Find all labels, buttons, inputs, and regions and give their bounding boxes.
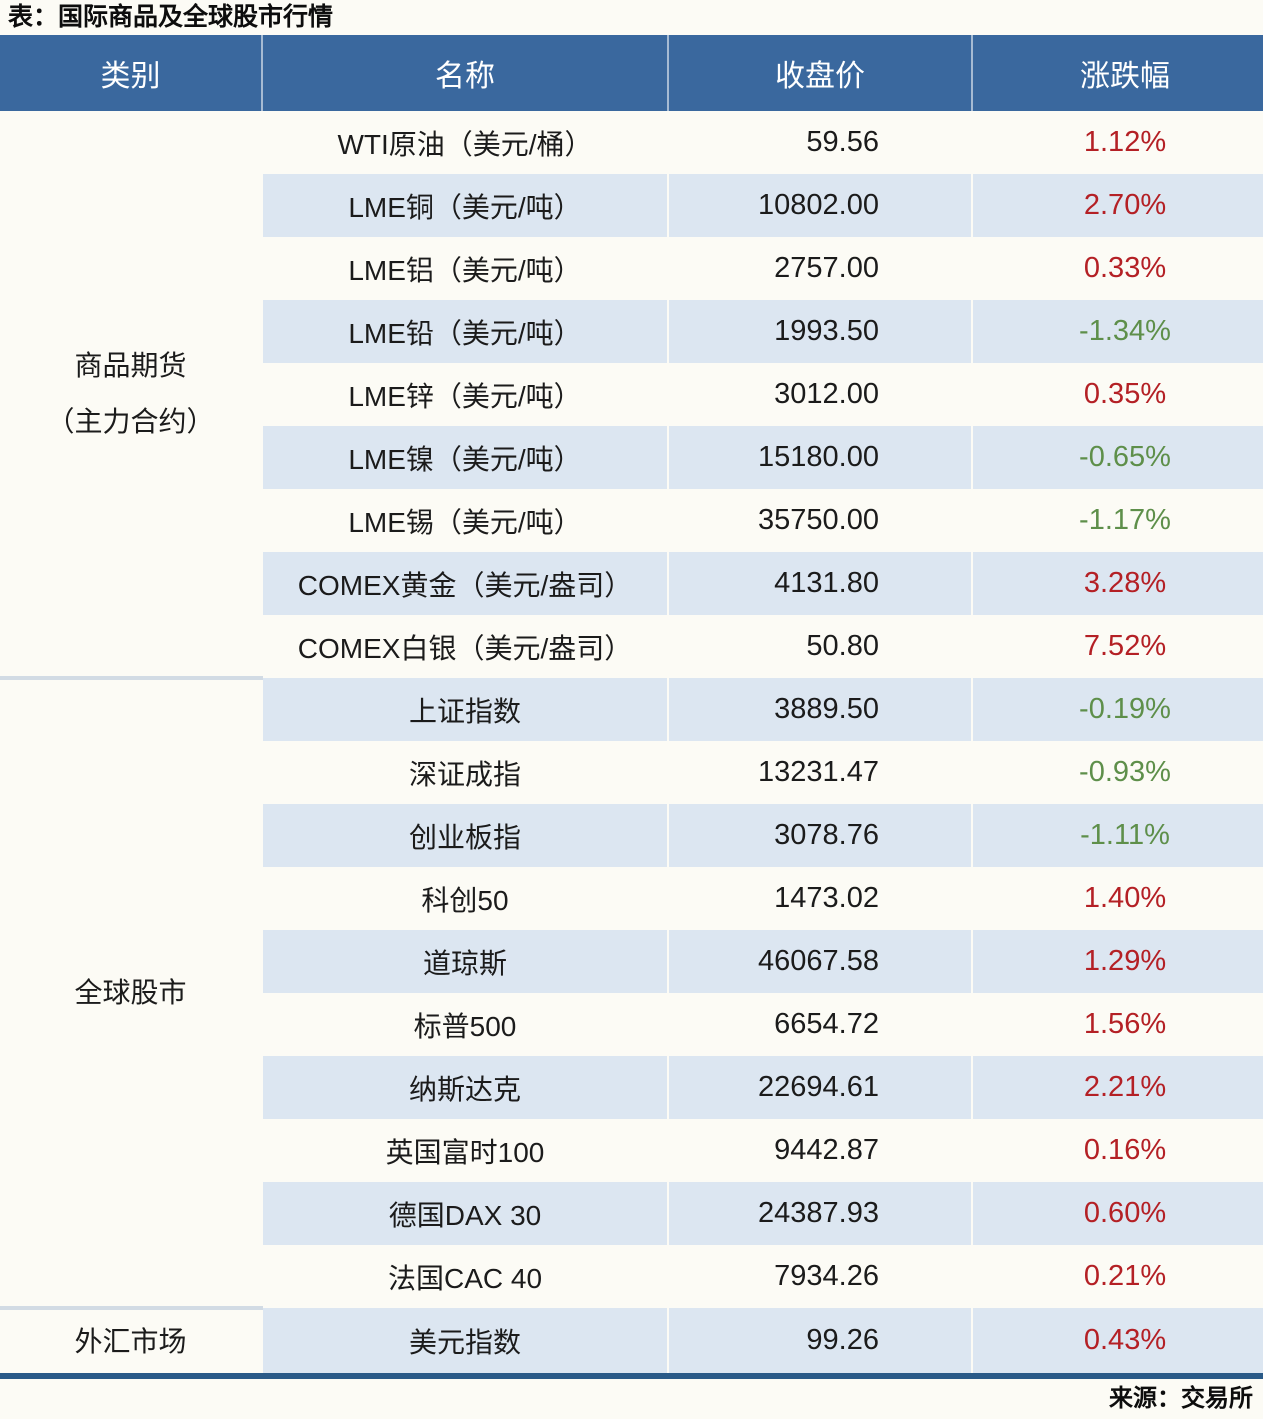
close-price: 24387.93 xyxy=(667,1182,972,1245)
change-percent: 1.12% xyxy=(971,111,1263,174)
change-percent: 0.43% xyxy=(971,1308,1263,1376)
table-row: LME镍（美元/吨） 15180.00 -0.65% xyxy=(0,426,1263,489)
page-title: 表：国际商品及全球股市行情 xyxy=(8,3,334,31)
instrument-name: 法国CAC 40 xyxy=(261,1245,668,1308)
table-row: 道琼斯 46067.58 1.29% xyxy=(0,930,1263,993)
instrument-name: 纳斯达克 xyxy=(261,1056,668,1119)
instrument-name: LME铜（美元/吨） xyxy=(261,174,668,237)
close-price: 46067.58 xyxy=(667,930,972,993)
table-row: 科创50 1473.02 1.40% xyxy=(0,867,1263,930)
table-row: LME锌（美元/吨） 3012.00 0.35% xyxy=(0,363,1263,426)
change-percent: 3.28% xyxy=(971,552,1263,615)
instrument-name: 深证成指 xyxy=(261,741,668,804)
close-price: 3889.50 xyxy=(667,678,972,741)
instrument-name: LME铅（美元/吨） xyxy=(261,300,668,363)
change-percent: 0.16% xyxy=(971,1119,1263,1182)
header-category: 类别 xyxy=(0,35,262,111)
change-percent: 1.56% xyxy=(971,993,1263,1056)
close-price: 1993.50 xyxy=(667,300,972,363)
market-table: 类别 名称 收盘价 涨跌幅 商品期货 （主力合约） WTI原油（美元/桶） 59.… xyxy=(0,35,1263,1379)
instrument-name: 美元指数 xyxy=(261,1308,668,1376)
change-percent: 2.21% xyxy=(971,1056,1263,1119)
table-row: 创业板指 3078.76 -1.11% xyxy=(0,804,1263,867)
close-price: 1473.02 xyxy=(667,867,972,930)
change-percent: -0.93% xyxy=(971,741,1263,804)
instrument-name: LME镍（美元/吨） xyxy=(261,426,668,489)
change-percent: 0.21% xyxy=(971,1245,1263,1308)
close-price: 9442.87 xyxy=(667,1119,972,1182)
change-percent: 0.60% xyxy=(971,1182,1263,1245)
table-row: 法国CAC 40 7934.26 0.21% xyxy=(0,1245,1263,1308)
category-cell: 全球股市 xyxy=(0,678,262,1310)
table-row: COMEX黄金（美元/盎司） 4131.80 3.28% xyxy=(0,552,1263,615)
header-change-pct: 涨跌幅 xyxy=(971,35,1263,111)
close-price: 4131.80 xyxy=(667,552,972,615)
close-price: 99.26 xyxy=(667,1308,972,1376)
table-row: 纳斯达克 22694.61 2.21% xyxy=(0,1056,1263,1119)
instrument-name: LME锌（美元/吨） xyxy=(261,363,668,426)
close-price: 6654.72 xyxy=(667,993,972,1056)
table-row: LME铅（美元/吨） 1993.50 -1.34% xyxy=(0,300,1263,363)
table-row: 商品期货 （主力合约） WTI原油（美元/桶） 59.56 1.12% xyxy=(0,111,1263,680)
table-row: 英国富时100 9442.87 0.16% xyxy=(0,1119,1263,1182)
instrument-name: COMEX黄金（美元/盎司） xyxy=(261,552,668,615)
instrument-name: 标普500 xyxy=(261,993,668,1056)
instrument-name: 道琼斯 xyxy=(261,930,668,993)
close-price: 3012.00 xyxy=(667,363,972,426)
table-body: 商品期货 （主力合约） WTI原油（美元/桶） 59.56 1.12% LME铜（… xyxy=(0,111,1263,1376)
change-percent: -1.34% xyxy=(971,300,1263,363)
table-row: 全球股市 上证指数 3889.50 -0.19% xyxy=(0,678,1263,1310)
close-price: 13231.47 xyxy=(667,741,972,804)
table-row: 外汇市场 美元指数 99.26 0.43% xyxy=(0,1308,1263,1376)
change-percent: -0.65% xyxy=(971,426,1263,489)
instrument-name: 科创50 xyxy=(261,867,668,930)
instrument-name: 英国富时100 xyxy=(261,1119,668,1182)
instrument-name: 创业板指 xyxy=(261,804,668,867)
instrument-name: LME铝（美元/吨） xyxy=(261,237,668,300)
table-row: 标普500 6654.72 1.56% xyxy=(0,993,1263,1056)
instrument-name: 德国DAX 30 xyxy=(261,1182,668,1245)
instrument-name: 上证指数 xyxy=(261,678,668,741)
table-row: COMEX白银（美元/盎司） 50.80 7.52% xyxy=(0,615,1263,678)
instrument-name: LME锡（美元/吨） xyxy=(261,489,668,552)
close-price: 22694.61 xyxy=(667,1056,972,1119)
table-row: LME铜（美元/吨） 10802.00 2.70% xyxy=(0,174,1263,237)
close-price: 35750.00 xyxy=(667,489,972,552)
close-price: 7934.26 xyxy=(667,1245,972,1308)
close-price: 10802.00 xyxy=(667,174,972,237)
change-percent: 2.70% xyxy=(971,174,1263,237)
table-row: LME铝（美元/吨） 2757.00 0.33% xyxy=(0,237,1263,300)
category-cell: 外汇市场 xyxy=(0,1308,262,1376)
table-row: LME锡（美元/吨） 35750.00 -1.17% xyxy=(0,489,1263,552)
close-price: 3078.76 xyxy=(667,804,972,867)
category-cell: 商品期货 （主力合约） xyxy=(0,111,262,680)
close-price: 50.80 xyxy=(667,615,972,678)
instrument-name: COMEX白银（美元/盎司） xyxy=(261,615,668,678)
header-name: 名称 xyxy=(261,35,668,111)
table-row: 深证成指 13231.47 -0.93% xyxy=(0,741,1263,804)
change-percent: -0.19% xyxy=(971,678,1263,741)
instrument-name: WTI原油（美元/桶） xyxy=(261,111,668,174)
table-row: 德国DAX 30 24387.93 0.60% xyxy=(0,1182,1263,1245)
header-row: 类别 名称 收盘价 涨跌幅 xyxy=(0,35,1263,111)
change-percent: 7.52% xyxy=(971,615,1263,678)
change-percent: 1.29% xyxy=(971,930,1263,993)
change-percent: -1.17% xyxy=(971,489,1263,552)
change-percent: -1.11% xyxy=(971,804,1263,867)
change-percent: 0.35% xyxy=(971,363,1263,426)
table-header: 类别 名称 收盘价 涨跌幅 xyxy=(0,35,1263,111)
close-price: 15180.00 xyxy=(667,426,972,489)
source-note: 来源：交易所 xyxy=(1109,1385,1253,1412)
change-percent: 1.40% xyxy=(971,867,1263,930)
close-price: 59.56 xyxy=(667,111,972,174)
close-price: 2757.00 xyxy=(667,237,972,300)
change-percent: 0.33% xyxy=(971,237,1263,300)
header-close-price: 收盘价 xyxy=(667,35,972,111)
